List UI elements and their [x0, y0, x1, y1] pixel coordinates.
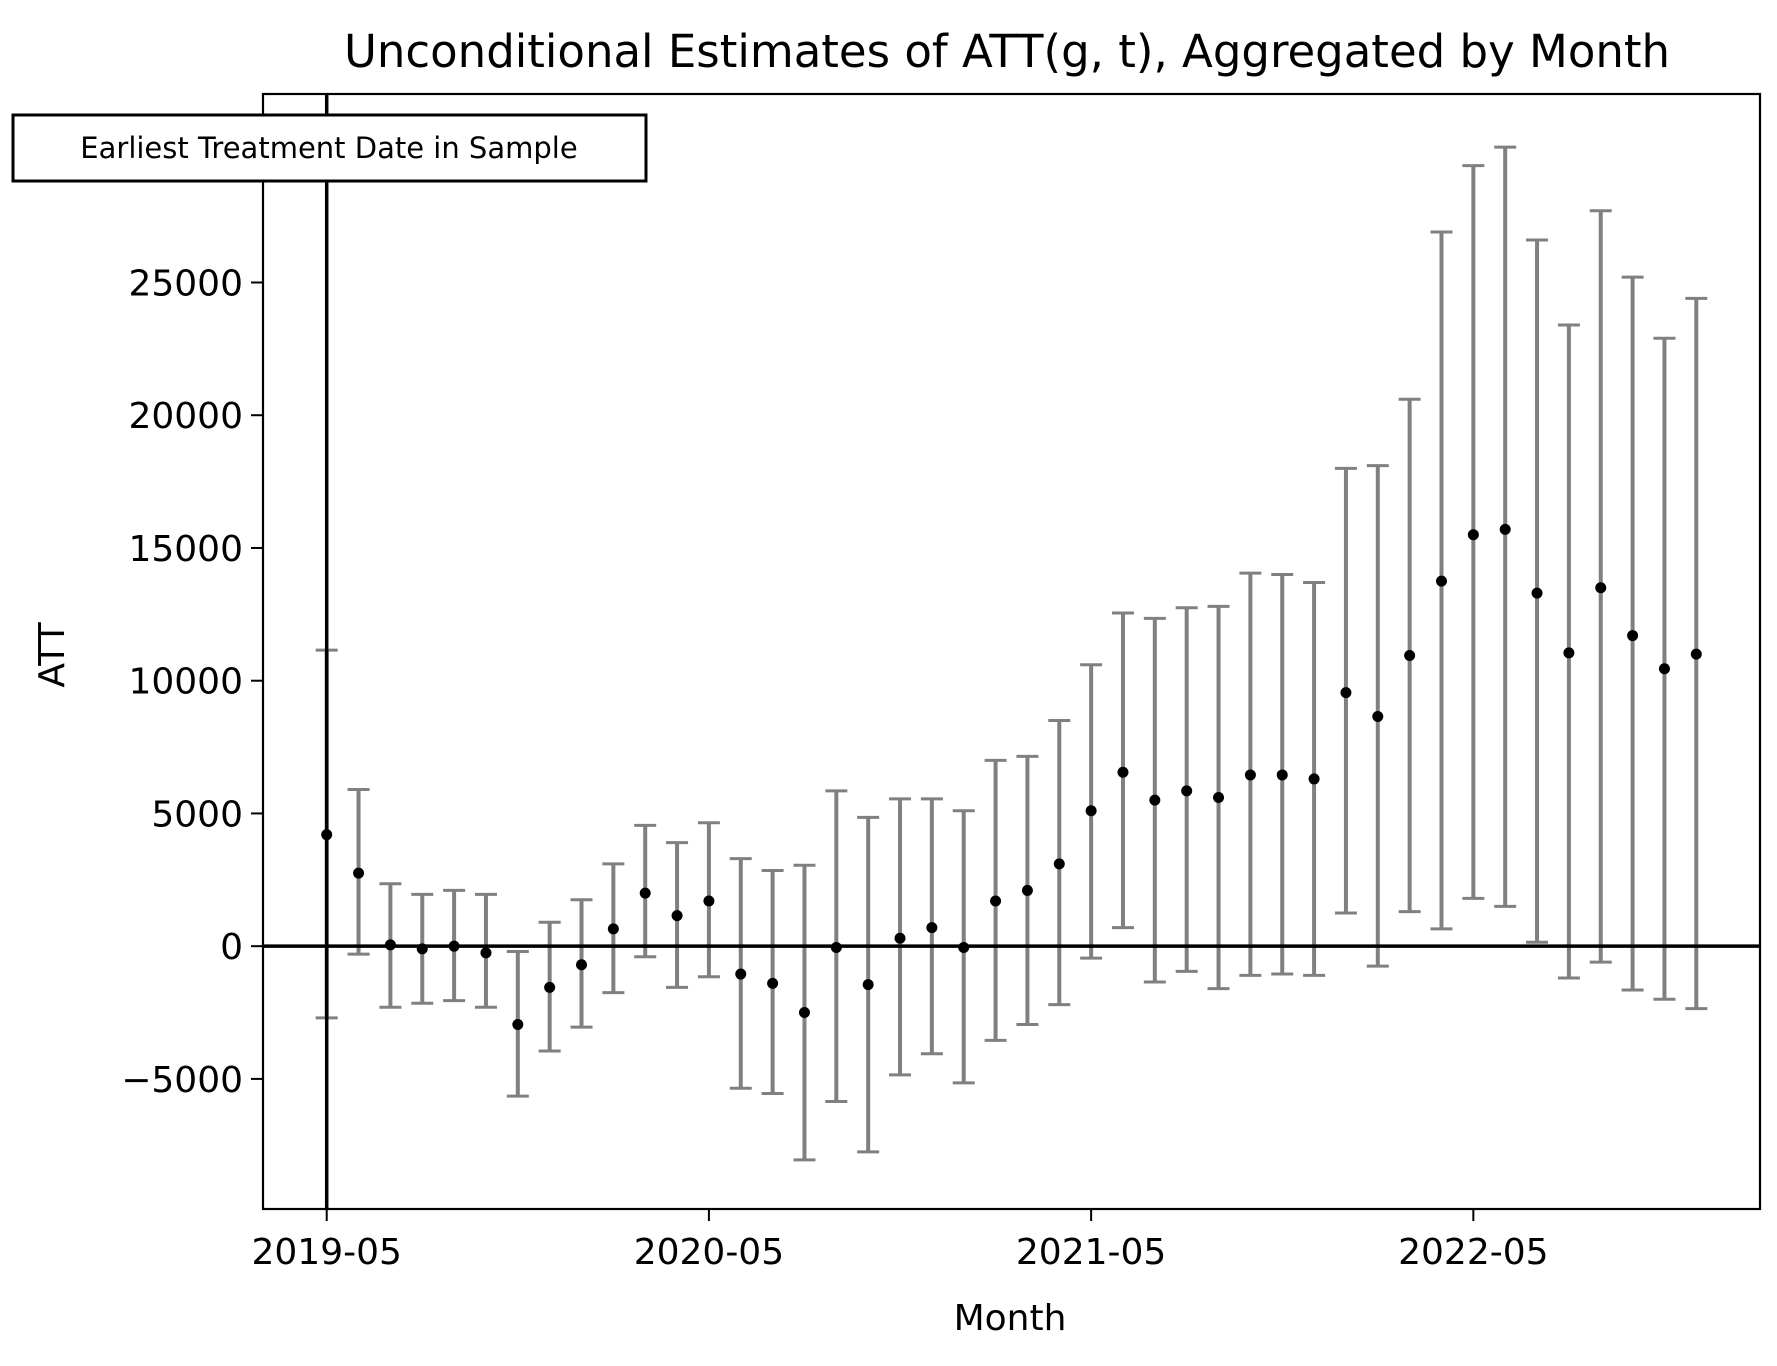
- points-layer: [321, 523, 1702, 1030]
- annotation-box: Earliest Treatment Date in Sample: [11, 113, 648, 183]
- data-point: [448, 940, 460, 952]
- x-tick-label: 2021-05: [1016, 1232, 1166, 1273]
- data-point: [830, 942, 842, 954]
- data-point: [480, 947, 492, 959]
- y-tick-label: 25000: [128, 263, 243, 304]
- y-tick-label: 0: [220, 927, 243, 968]
- data-point: [1117, 766, 1129, 778]
- y-tick-label: −5000: [121, 1060, 243, 1101]
- data-point: [703, 895, 715, 907]
- data-point: [1085, 805, 1097, 817]
- y-tick-label: 5000: [151, 794, 243, 835]
- data-point: [926, 922, 938, 934]
- data-point: [894, 932, 906, 944]
- annotation-text: Earliest Treatment Date in Sample: [80, 131, 577, 165]
- data-point: [990, 895, 1002, 907]
- data-point: [1563, 647, 1575, 659]
- y-tick-label: 15000: [128, 529, 243, 570]
- data-point: [1372, 711, 1384, 723]
- data-point: [798, 1007, 810, 1019]
- data-point: [1499, 523, 1511, 535]
- data-point: [1690, 648, 1702, 660]
- data-point: [1308, 773, 1320, 785]
- x-tick-label: 2022-05: [1398, 1232, 1548, 1273]
- data-point: [607, 923, 619, 935]
- data-point: [862, 979, 874, 991]
- data-point: [1021, 884, 1033, 896]
- data-point: [1404, 649, 1416, 661]
- x-axis: 2019-05 2020-05 2021-05 2022-05: [251, 1209, 1549, 1273]
- data-point: [544, 981, 556, 993]
- annotation-frame: [11, 113, 648, 183]
- x-tick-label: 2020-05: [634, 1232, 784, 1273]
- y-tick-label: 10000: [128, 662, 243, 703]
- data-point: [1435, 575, 1447, 587]
- data-point: [1149, 794, 1161, 806]
- data-point: [321, 829, 333, 841]
- data-point: [416, 943, 428, 955]
- data-point: [1340, 687, 1352, 699]
- data-point: [671, 910, 683, 922]
- data-point: [1595, 582, 1607, 594]
- data-point: [1053, 858, 1065, 870]
- data-point: [1213, 792, 1225, 804]
- x-tick-label: 2019-05: [251, 1232, 401, 1273]
- data-point: [1658, 663, 1670, 675]
- x-axis-label: Month: [954, 1298, 1067, 1339]
- data-point: [353, 867, 365, 879]
- y-tick-label: 20000: [128, 396, 243, 437]
- y-axis: −5000 0 5000 10000 15000 20000 25000: [121, 263, 263, 1101]
- data-point: [735, 968, 747, 980]
- data-point: [958, 942, 970, 954]
- data-point: [512, 1018, 524, 1030]
- data-point: [1181, 785, 1193, 797]
- reference-lines-layer: [263, 94, 1760, 1209]
- data-point: [767, 977, 779, 989]
- data-point: [1467, 529, 1479, 541]
- data-point: [639, 887, 651, 899]
- data-point: [576, 959, 588, 971]
- data-point: [1531, 587, 1543, 599]
- data-point: [1627, 630, 1639, 642]
- data-point: [1244, 769, 1256, 781]
- plot-frame: [261, 92, 1762, 1211]
- data-point: [384, 939, 396, 951]
- data-point: [1276, 769, 1288, 781]
- chart-title: Unconditional Estimates of ATT(g, t), Ag…: [344, 25, 1670, 78]
- y-axis-label: ATT: [32, 621, 73, 687]
